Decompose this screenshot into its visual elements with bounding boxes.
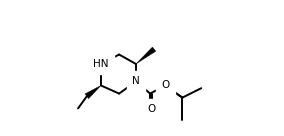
Text: N: N [132,76,140,86]
Text: O: O [147,104,155,114]
Polygon shape [85,86,101,99]
Text: O: O [161,81,170,90]
Text: HN: HN [93,59,108,69]
Polygon shape [136,47,156,64]
